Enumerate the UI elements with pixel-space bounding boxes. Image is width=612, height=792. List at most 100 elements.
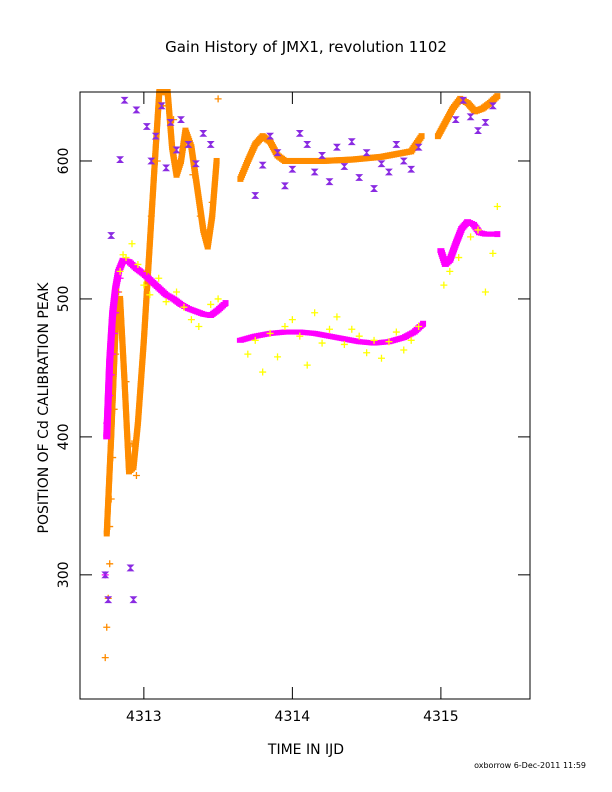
- data-point: [399, 157, 408, 165]
- data-point: [155, 274, 163, 282]
- data-point: [106, 392, 114, 399]
- data-point: [266, 132, 275, 140]
- data-point: [385, 338, 393, 346]
- series-plus-yellow: [116, 203, 501, 376]
- data-point: [126, 564, 135, 572]
- data-point: [295, 129, 304, 137]
- data-point: [106, 560, 114, 568]
- data-point: [418, 133, 425, 140]
- data-point: [195, 323, 203, 331]
- data-point: [166, 118, 175, 126]
- x-tick-label: 4313: [126, 709, 162, 725]
- data-point: [481, 118, 490, 126]
- data-point: [251, 336, 259, 344]
- data-point: [355, 332, 363, 340]
- data-point: [251, 192, 260, 199]
- data-point: [110, 405, 118, 413]
- series-bowtie-purple: [101, 96, 497, 604]
- data-point: [180, 303, 188, 311]
- data-point: [140, 281, 148, 289]
- data-point: [340, 163, 349, 170]
- data-point: [340, 340, 348, 348]
- data-point: [481, 288, 489, 296]
- data-point: [400, 346, 408, 354]
- data-point: [455, 254, 463, 262]
- data-point: [106, 523, 114, 531]
- data-point: [177, 116, 185, 123]
- data-point: [162, 298, 170, 306]
- y-tick-label: 400: [56, 424, 72, 451]
- data-point: [187, 316, 195, 324]
- data-point: [109, 454, 117, 462]
- data-point: [132, 106, 141, 114]
- data-point: [110, 329, 118, 337]
- data-point: [146, 291, 154, 299]
- data-point: [107, 371, 115, 379]
- data-point: [325, 178, 334, 186]
- data-point: [347, 138, 356, 146]
- data-point: [116, 156, 125, 163]
- data-point: [129, 596, 138, 604]
- data-point: [189, 171, 197, 179]
- data-point: [310, 168, 319, 176]
- data-point: [213, 157, 220, 164]
- data-point: [474, 226, 482, 234]
- data-point: [214, 295, 222, 303]
- data-point: [318, 339, 326, 347]
- data-point: [104, 596, 113, 604]
- data-point: [407, 336, 415, 344]
- data-point: [202, 233, 210, 241]
- data-point: [196, 212, 204, 220]
- data-point: [116, 274, 124, 282]
- data-point: [128, 440, 136, 448]
- data-point: [362, 149, 371, 157]
- data-point: [446, 267, 454, 275]
- data-point: [296, 332, 304, 340]
- series-plus-orange: [101, 91, 222, 662]
- data-point: [142, 123, 151, 130]
- data-point: [363, 349, 371, 357]
- data-point: [333, 313, 341, 321]
- data-point: [420, 320, 427, 327]
- data-point: [103, 419, 111, 427]
- series-fitted-curve-orange: [434, 93, 501, 140]
- data-point: [451, 116, 460, 123]
- series-fitted-curve-magenta: [103, 257, 229, 440]
- data-point: [280, 182, 289, 190]
- y-tick-label: 500: [56, 286, 72, 313]
- data-point: [184, 141, 193, 148]
- y-tick-label: 300: [56, 561, 72, 588]
- data-point: [303, 361, 311, 369]
- data-point: [101, 654, 109, 662]
- data-point: [259, 368, 267, 376]
- data-point: [214, 95, 222, 103]
- data-point: [134, 260, 142, 268]
- data-point: [273, 149, 282, 157]
- series-plus-magenta: [101, 274, 124, 579]
- x-tick-label: 4315: [423, 709, 459, 725]
- data-point: [208, 198, 216, 206]
- plot-area-frame: [79, 91, 531, 700]
- data-point: [377, 354, 385, 362]
- data-point: [415, 323, 423, 331]
- y-tick-label: 600: [56, 148, 72, 175]
- data-point: [222, 300, 229, 307]
- data-point: [101, 571, 110, 579]
- data-point: [122, 254, 130, 262]
- data-point: [107, 495, 115, 503]
- data-point: [120, 96, 129, 104]
- data-point: [162, 164, 171, 172]
- data-point: [104, 405, 112, 413]
- data-point: [128, 240, 136, 248]
- data-point: [258, 161, 267, 169]
- data-point: [466, 113, 475, 121]
- data-point: [143, 267, 151, 275]
- data-point: [266, 329, 274, 337]
- data-point: [370, 336, 378, 344]
- data-point: [274, 353, 282, 361]
- data-point: [494, 93, 501, 100]
- data-point: [489, 249, 497, 257]
- data-point: [459, 96, 468, 104]
- data-point: [147, 212, 155, 220]
